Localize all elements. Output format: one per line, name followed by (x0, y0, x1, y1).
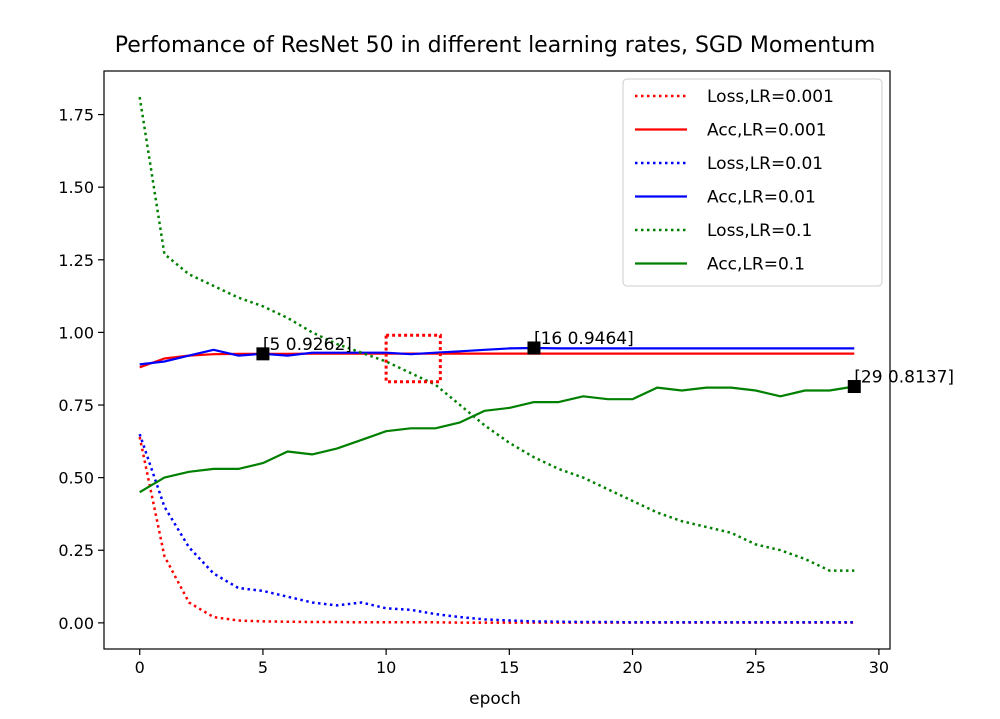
series-line-5 (139, 385, 855, 494)
legend: Loss,LR=0.001 Acc,LR=0.001 Loss,LR=0.01 Acc… (622, 78, 883, 287)
y-tick-label-5: 1.25 (58, 251, 94, 270)
series-line-4 (138, 96, 855, 572)
y-tick-label-7: 1.75 (58, 106, 94, 125)
legend-label-5: Acc,LR=0.1 (707, 255, 805, 275)
y-tick-label-1: 0.25 (58, 541, 94, 560)
x-tick-label-1: 5 (258, 658, 268, 677)
y-tick-label-2: 0.50 (58, 469, 94, 488)
legend-label-2: Loss,LR=0.01 (707, 154, 823, 174)
legend-box (622, 78, 883, 287)
plot-area: [5 0.9262] [16 0.9464] [29 0.8137] (138, 96, 954, 624)
axes: 0 5 10 15 20 25 30 0.00 0.25 0.50 0.75 1.00 1.25 1.50… (58, 70, 891, 677)
annotation-label-1: [16 0.9464] (534, 329, 634, 349)
chart-title: Perfomance of ResNet 50 in different lea… (115, 33, 876, 58)
annotation-marker-1 (527, 341, 541, 355)
x-tick-label-2: 10 (376, 658, 396, 677)
series-line-3 (139, 346, 855, 366)
annotation-label-0: [5 0.9262] (263, 335, 352, 355)
highlight-box (384, 333, 442, 384)
y-tick-label-4: 1.00 (58, 323, 94, 342)
x-tick-label-0: 0 (135, 658, 145, 677)
annotation-marker-0 (256, 347, 270, 361)
series-line-0 (138, 436, 855, 624)
series-line-2 (138, 433, 855, 624)
legend-label-0: Loss,LR=0.001 (707, 87, 834, 107)
x-tick-label-6: 30 (869, 658, 889, 677)
x-tick-label-3: 15 (499, 658, 519, 677)
annotation-label-2: [29 0.8137] (854, 368, 954, 388)
x-axis-label: epoch (469, 689, 521, 709)
annotation-marker-2 (847, 380, 861, 394)
legend-label-3: Acc,LR=0.01 (707, 188, 816, 208)
plot-frame (103, 70, 891, 650)
legend-label-1: Acc,LR=0.001 (707, 121, 827, 141)
x-tick-label-5: 25 (746, 658, 766, 677)
y-tick-label-3: 0.75 (58, 396, 94, 415)
legend-label-4: Loss,LR=0.1 (707, 221, 812, 241)
y-tick-label-6: 1.50 (58, 178, 94, 197)
x-tick-label-4: 20 (622, 658, 642, 677)
y-tick-label-0: 0.00 (58, 614, 94, 633)
